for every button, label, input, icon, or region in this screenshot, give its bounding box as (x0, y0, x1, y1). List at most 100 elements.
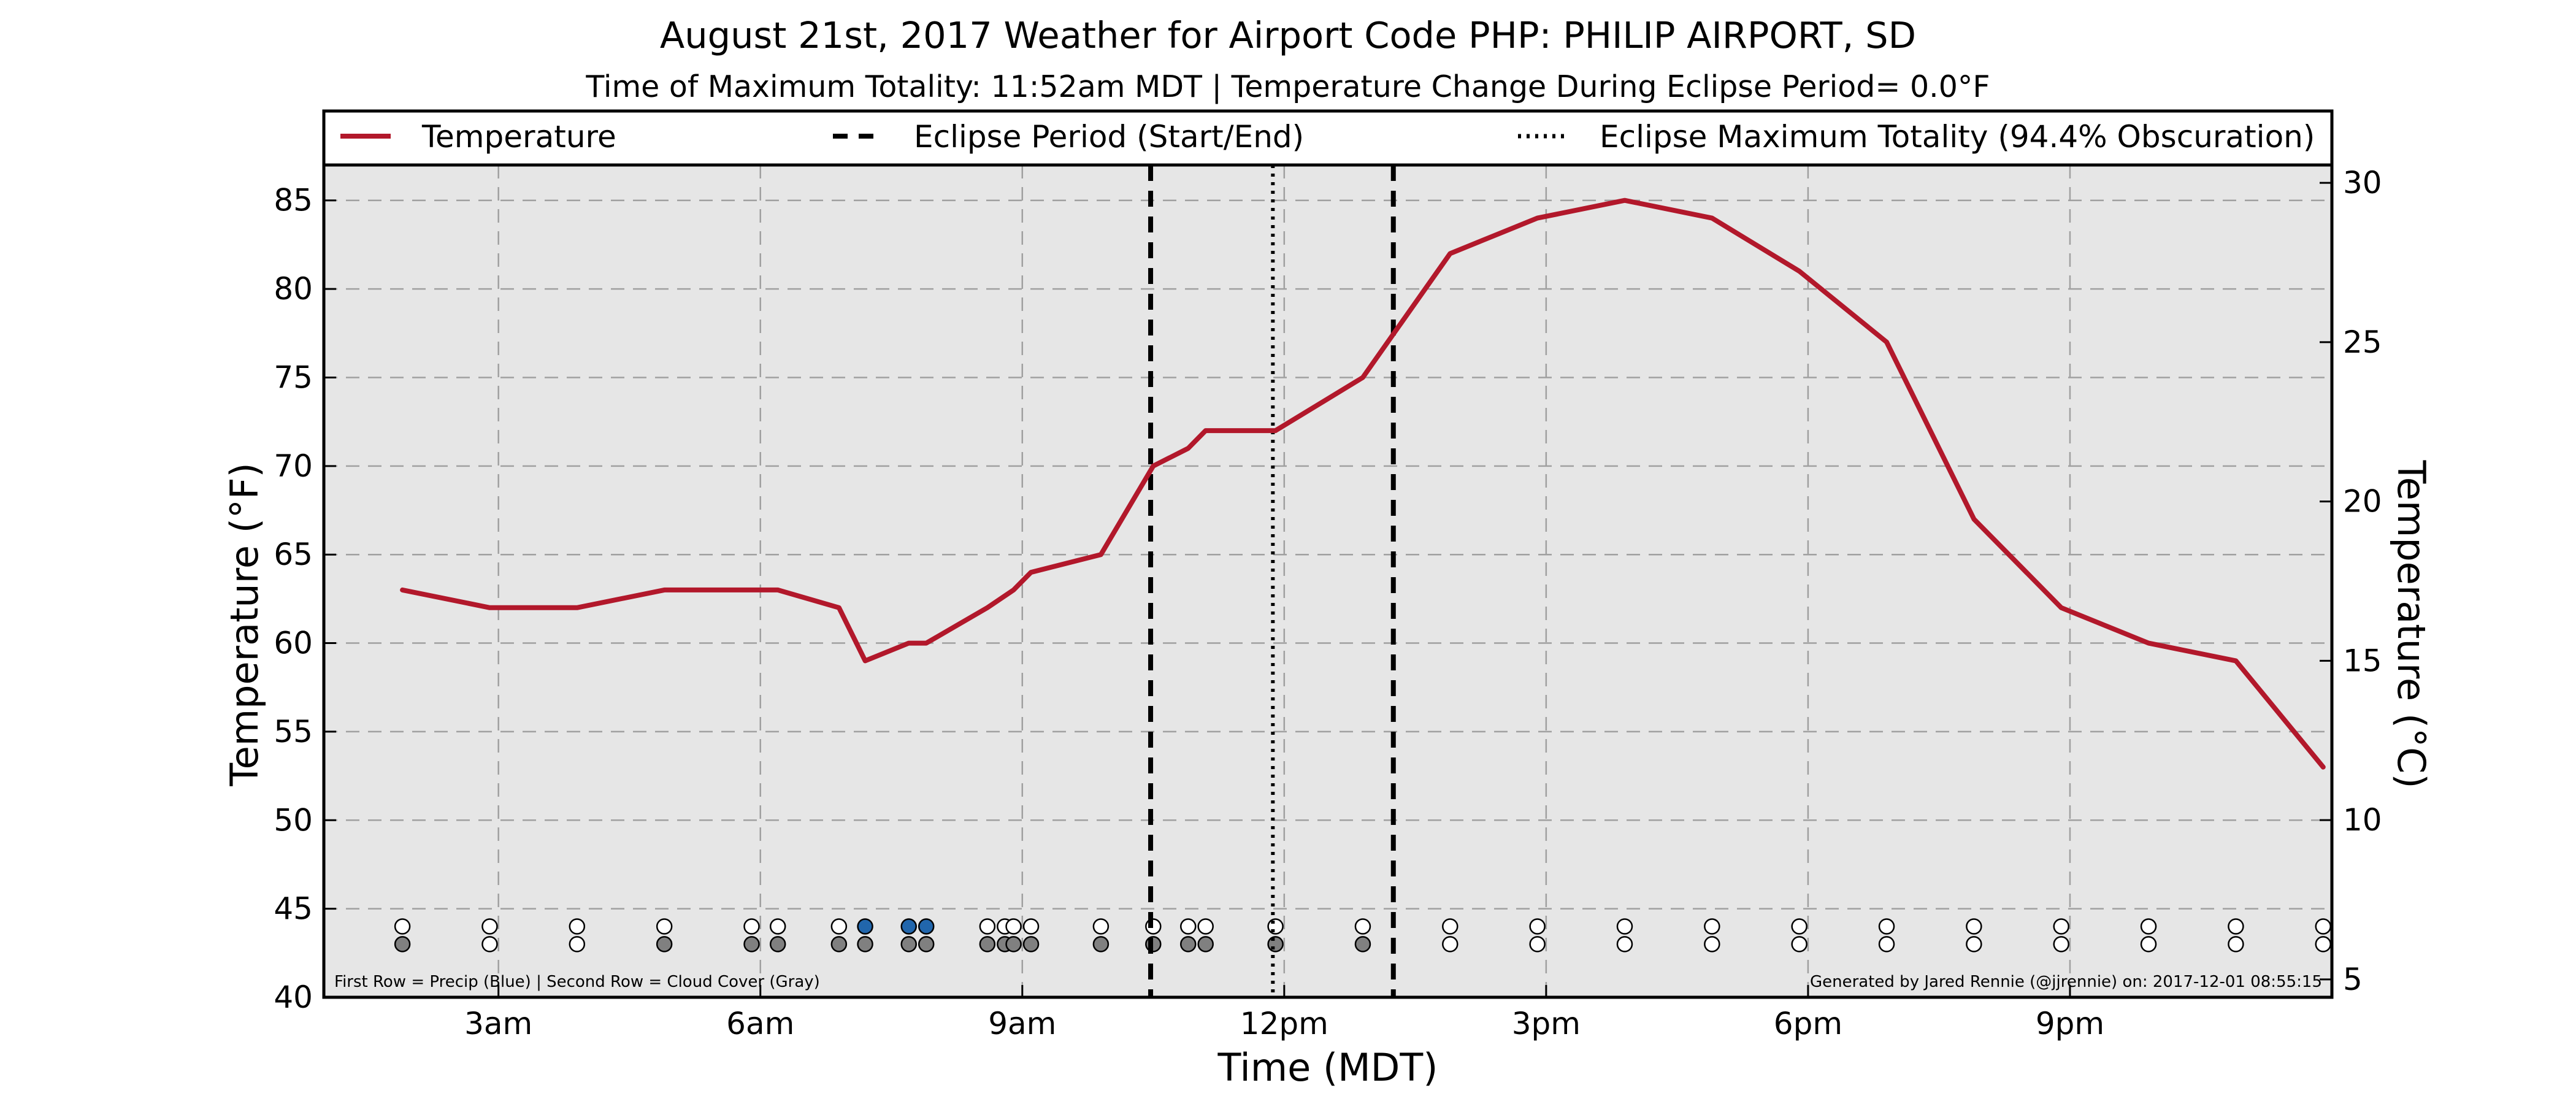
y2-axis-label: Temperature (°C) (2389, 459, 2434, 788)
precip-marker (1197, 918, 1214, 935)
precip-marker (1878, 918, 1895, 935)
cloud-cover-marker (569, 936, 586, 953)
x-tick-label: 3am (464, 1006, 532, 1041)
legend-box (322, 109, 2334, 167)
cloud-cover-marker (1704, 936, 1720, 953)
cloud-cover-marker (1197, 936, 1214, 953)
grid-lines (324, 165, 2332, 999)
cloud-cover-marker (900, 936, 917, 953)
precip-marker (2053, 918, 2069, 935)
cloud-cover-marker (1179, 936, 1197, 953)
cloud-cover-marker (1878, 936, 1895, 953)
footer-left-note: First Row = Precip (Blue) | Second Row =… (334, 973, 820, 991)
y-tick-label: 80 (274, 271, 313, 307)
y-tick-label: 70 (274, 448, 313, 484)
legend-eclipse-max-label: Eclipse Maximum Totality (94.4% Obscurat… (1600, 119, 2315, 155)
precip-marker (1179, 918, 1197, 935)
y2-tick-label: 10 (2343, 802, 2382, 838)
legend-temperature-label: Temperature (421, 119, 616, 155)
cloud-cover-marker (979, 936, 996, 953)
y-axis-label: Temperature (°F) (222, 462, 267, 786)
precip-marker (743, 918, 760, 935)
cloud-cover-marker (857, 936, 873, 953)
chart-title: August 21st, 2017 Weather for Airport Co… (660, 14, 1916, 56)
precip-marker (2228, 918, 2244, 935)
precip-marker (1616, 918, 1633, 935)
precip-marker (1704, 918, 1720, 935)
precip-marker (1005, 918, 1022, 935)
y-tick-label: 85 (274, 183, 313, 218)
x-tick-label: 9am (988, 1006, 1056, 1041)
precip-marker (656, 918, 673, 935)
x-tick-label: 6pm (1774, 1006, 1842, 1041)
cloud-cover-marker (769, 936, 786, 953)
cloud-cover-marker (918, 936, 935, 953)
precip-marker (1145, 918, 1162, 935)
weather-markers (394, 918, 2332, 953)
y-tick-label: 45 (274, 891, 313, 927)
temperature-series (400, 197, 2326, 770)
x-tick-label: 9pm (2036, 1006, 2104, 1041)
precip-marker (918, 918, 935, 935)
precip-marker (1092, 918, 1110, 935)
cloud-cover-marker (2315, 936, 2332, 953)
cloud-cover-marker (2140, 936, 2157, 953)
precip-marker (1529, 918, 1546, 935)
y2-tick-label: 20 (2343, 484, 2382, 519)
y-tick-label: 40 (274, 979, 313, 1015)
y2-tick-label: 30 (2343, 165, 2382, 201)
precip-marker (1022, 918, 1040, 935)
precip-marker (394, 918, 411, 935)
cloud-cover-marker (656, 936, 673, 953)
precip-marker (1267, 918, 1284, 935)
precip-marker (2315, 918, 2332, 935)
y2-tick-label: 25 (2343, 324, 2382, 360)
axes: 40 45 50 55 60 65 70 75 80 85 5 10 15 20 25 30 3am 6am 9am… (274, 165, 2382, 1041)
x-axis-label: Time (MDT) (1217, 1045, 1438, 1090)
precip-marker (481, 918, 498, 935)
cloud-cover-marker (1005, 936, 1022, 953)
x-tick-label: 12pm (1240, 1006, 1328, 1041)
plot-area (324, 165, 2332, 997)
y-tick-label: 50 (274, 802, 313, 838)
precip-marker (979, 918, 996, 935)
legend-eclipse-period-label: Eclipse Period (Start/End) (914, 119, 1304, 155)
x-tick-label: 6am (726, 1006, 794, 1041)
cloud-cover-marker (1791, 936, 1807, 953)
cloud-cover-marker (1267, 936, 1284, 953)
cloud-cover-marker (1354, 936, 1371, 953)
y-tick-label: 65 (274, 537, 313, 572)
cloud-cover-marker (1966, 936, 1982, 953)
y-tick-label: 55 (274, 714, 313, 749)
y-tick-label: 60 (274, 626, 313, 661)
precip-marker (569, 918, 586, 935)
cloud-cover-marker (1529, 936, 1546, 953)
precip-marker (769, 918, 786, 935)
chart-subtitle: Time of Maximum Totality: 11:52am MDT | … (585, 69, 1990, 104)
precip-marker (1442, 918, 1459, 935)
precip-marker (830, 918, 848, 935)
cloud-cover-marker (2228, 936, 2244, 953)
temperature-line (400, 197, 2326, 770)
cloud-cover-marker (2053, 936, 2069, 953)
eclipse-lines (1148, 165, 1396, 997)
legend: Temperature Eclipse Period (Start/End) E… (322, 109, 2334, 167)
cloud-cover-marker (394, 936, 411, 953)
precip-marker (1966, 918, 1982, 935)
cloud-cover-marker (1145, 936, 1162, 953)
cloud-cover-marker (743, 936, 760, 953)
cloud-cover-marker (1442, 936, 1459, 953)
cloud-cover-marker (1092, 936, 1110, 953)
y2-tick-label: 5 (2343, 962, 2363, 997)
precip-marker (857, 918, 873, 935)
cloud-cover-marker (830, 936, 848, 953)
precip-marker (1791, 918, 1807, 935)
x-tick-label: 3pm (1512, 1006, 1581, 1041)
cloud-cover-marker (1022, 936, 1040, 953)
cloud-cover-marker (481, 936, 498, 953)
footer-right-note: Generated by Jared Rennie (@jjrennie) on… (1810, 973, 2322, 991)
y2-tick-label: 15 (2343, 643, 2382, 678)
cloud-cover-marker (1616, 936, 1633, 953)
precip-marker (900, 918, 917, 935)
